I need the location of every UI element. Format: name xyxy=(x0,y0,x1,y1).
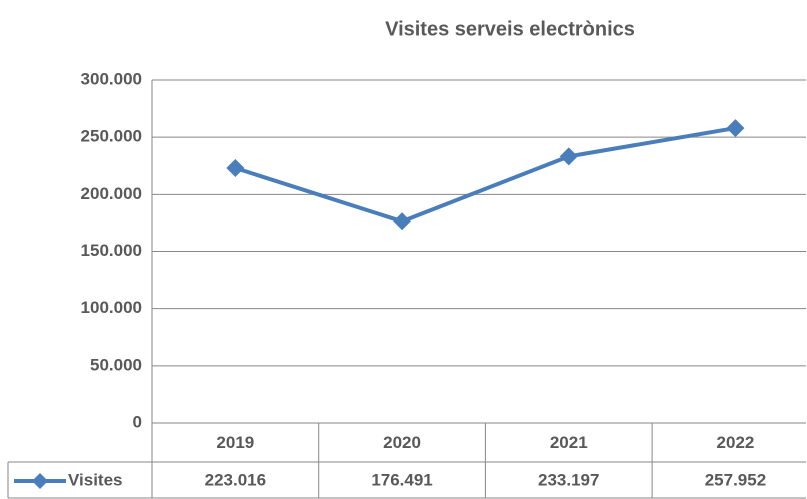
series-line xyxy=(234,126,736,224)
chart-title: Visites serveis electrònics xyxy=(385,18,635,40)
marker xyxy=(226,159,245,178)
table-value: 233.197 xyxy=(538,470,599,489)
y-tick-label: 150.000 xyxy=(81,241,142,260)
x-tick-label: 2022 xyxy=(717,433,755,452)
table-value: 223.016 xyxy=(205,470,266,489)
legend-label: Visites xyxy=(68,470,123,489)
y-tick-label: 250.000 xyxy=(81,127,142,146)
y-tick-label: 0 xyxy=(133,412,142,431)
x-tick-label: 2020 xyxy=(383,433,421,452)
marker xyxy=(559,147,578,166)
x-tick-label: 2019 xyxy=(216,433,254,452)
table-value: 176.491 xyxy=(371,470,432,489)
x-tick-label: 2021 xyxy=(550,433,588,452)
table-value: 257.952 xyxy=(705,470,766,489)
y-tick-label: 100.000 xyxy=(81,298,142,317)
y-tick-label: 200.000 xyxy=(81,184,142,203)
marker xyxy=(726,119,745,138)
y-tick-label: 50.000 xyxy=(90,355,142,374)
legend-marker xyxy=(32,473,48,489)
marker xyxy=(393,212,412,231)
y-tick-label: 300.000 xyxy=(81,69,142,88)
